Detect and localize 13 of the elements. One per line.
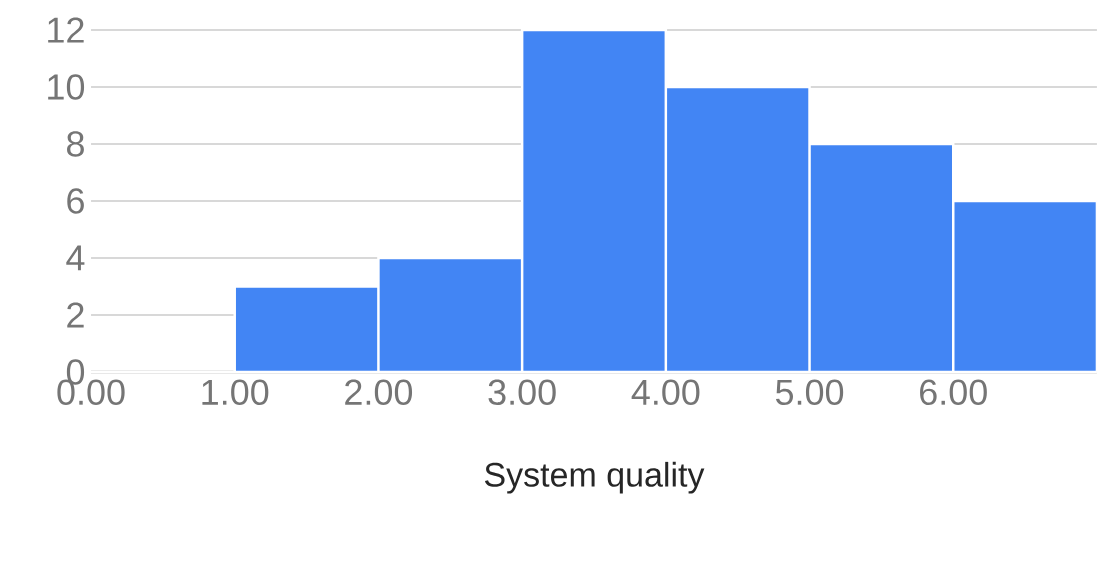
x-tick-label: 5.00 bbox=[775, 379, 844, 405]
x-tick-label: 1.00 bbox=[202, 379, 269, 405]
y-tick-label: 8 bbox=[67, 131, 84, 157]
x-tick-label: 3.00 bbox=[488, 379, 556, 405]
y-tick-label: 10 bbox=[48, 74, 85, 100]
x-tick-label: 6.00 bbox=[920, 379, 987, 405]
x-tick-label: 2.00 bbox=[345, 379, 413, 405]
y-tick-label: 6 bbox=[67, 188, 84, 214]
y-tick-label: 2 bbox=[67, 302, 84, 328]
x-axis-title: System quality bbox=[484, 461, 705, 494]
y-tick-label: 4 bbox=[66, 245, 85, 271]
y-tick-label: 12 bbox=[48, 17, 84, 43]
x-tick-label: 4.00 bbox=[631, 379, 700, 405]
